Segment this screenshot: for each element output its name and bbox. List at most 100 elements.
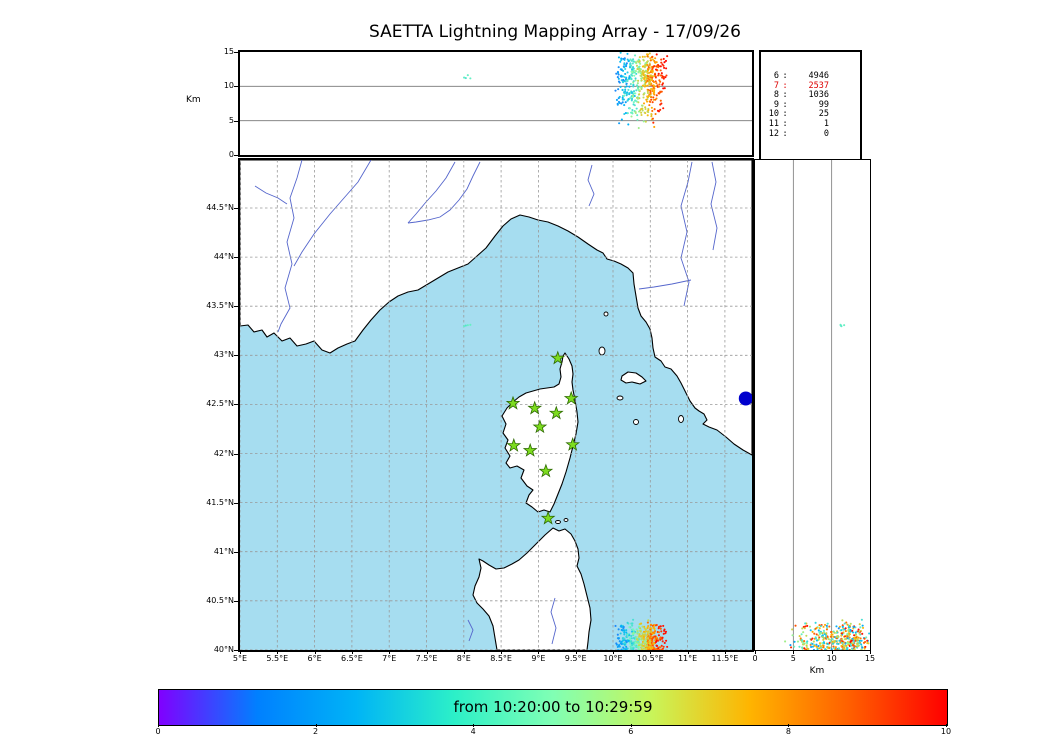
lightning-source-point	[638, 68, 642, 71]
lightning-source-point	[646, 100, 649, 103]
lightning-source-point	[657, 85, 660, 88]
lightning-source-point	[655, 82, 658, 85]
lightning-source-point	[651, 644, 654, 647]
lightning-source-point	[646, 639, 650, 642]
lightning-source-point	[647, 111, 650, 114]
right-panel-tick	[755, 650, 756, 654]
longitude-tick	[277, 650, 279, 654]
lightning-source-point	[665, 639, 668, 642]
lightning-source-point	[849, 622, 852, 625]
lightning-source-point	[631, 624, 634, 627]
lightning-source-point	[805, 644, 808, 647]
lightning-source-point	[811, 645, 815, 648]
longitude-tick-label: 11°E	[677, 654, 698, 663]
lightning-source-point	[648, 82, 652, 85]
lightning-source-point	[660, 630, 663, 633]
lightning-source-point	[850, 647, 854, 650]
latitude-tick-label: 40.5°N	[206, 595, 234, 605]
lightning-source-point	[648, 94, 651, 97]
lightning-source-point	[625, 62, 628, 65]
lightning-source-point	[635, 628, 638, 631]
lightning-source-point	[617, 88, 620, 91]
latitude-tick	[234, 257, 238, 259]
lightning-source-point	[822, 638, 825, 641]
lightning-source-point	[626, 79, 629, 83]
lightning-source-point	[825, 624, 828, 628]
lightning-source-point	[632, 101, 635, 104]
lightning-source-point	[639, 74, 642, 77]
lightning-source-point	[642, 74, 645, 77]
lightning-source-point	[815, 639, 819, 642]
lightning-source-point	[841, 619, 844, 622]
lightning-source-point	[657, 631, 660, 634]
lightning-source-point	[633, 95, 636, 98]
lightning-source-point	[840, 641, 844, 644]
lightning-source-point	[646, 72, 649, 75]
lightning-source-point	[804, 622, 807, 625]
lightning-source-point	[631, 71, 634, 74]
lightning-source-point	[639, 72, 642, 75]
lightning-source-point	[818, 642, 822, 645]
altitude-tick-label: 10	[223, 81, 234, 91]
lightning-source-point	[617, 66, 620, 69]
lightning-source-point	[619, 632, 622, 635]
lightning-source-point	[823, 637, 826, 640]
longitude-tick	[613, 650, 614, 654]
lma-station-star	[550, 350, 566, 365]
longitude-tick-label: 7.5°E	[415, 654, 438, 663]
lightning-source-point	[643, 80, 646, 83]
lightning-source-point	[655, 94, 658, 97]
corsica	[501, 352, 579, 513]
montecristo-island	[633, 419, 639, 425]
lightning-source-point	[817, 637, 820, 640]
lightning-source-point	[807, 647, 810, 650]
lightning-source-point	[638, 56, 641, 59]
separator: :	[782, 90, 788, 101]
station-level-count-row: 9: 99	[761, 100, 860, 111]
longitude-tick	[389, 650, 391, 654]
lightning-source-point	[653, 89, 656, 92]
lightning-source-point	[665, 74, 668, 77]
river	[254, 185, 288, 205]
lightning-source-point	[794, 624, 797, 627]
station-level-count-row: 12: 0	[761, 129, 860, 140]
lightning-source-point	[854, 633, 858, 636]
lightning-source-point	[843, 648, 846, 650]
lightning-source-point	[622, 646, 625, 649]
longitude-tick-label: 9°E	[531, 654, 546, 663]
lightning-source-point	[466, 74, 469, 77]
lightning-source-point	[620, 59, 623, 62]
lightning-source-point	[651, 646, 654, 649]
lightning-source-point	[630, 115, 633, 118]
river	[550, 597, 557, 645]
longitude-tick	[501, 650, 503, 654]
lightning-source-point	[841, 624, 844, 627]
latitude-tick	[234, 600, 238, 602]
lightning-source-point	[827, 637, 830, 641]
lightning-source-point	[662, 632, 665, 635]
station-level-count-row: 11: 1	[761, 119, 860, 130]
longitude-tick	[724, 650, 726, 654]
sensor-dot	[738, 391, 752, 406]
lightning-source-point	[841, 625, 844, 629]
lightning-source-point	[641, 104, 644, 107]
lightning-source-point	[868, 632, 870, 635]
lightning-source-point	[649, 626, 652, 629]
count-value: 25	[818, 109, 829, 120]
lightning-source-point	[646, 90, 649, 93]
lightning-source-point	[659, 103, 662, 106]
lightning-source-point	[646, 626, 649, 629]
lightning-source-point	[622, 57, 625, 60]
lightning-source-point	[656, 109, 660, 112]
lightning-source-point	[866, 639, 869, 642]
lma-station-star	[522, 442, 538, 457]
lightning-source-point	[823, 642, 826, 645]
lightning-source-point	[801, 646, 804, 649]
lightning-source-point	[631, 622, 634, 625]
lightning-source-point	[861, 624, 864, 627]
lightning-source-point	[649, 57, 652, 60]
sardinia	[472, 527, 592, 650]
lightning-source-point	[808, 625, 812, 628]
lightning-source-point	[641, 107, 644, 110]
lightning-source-point	[853, 634, 856, 637]
